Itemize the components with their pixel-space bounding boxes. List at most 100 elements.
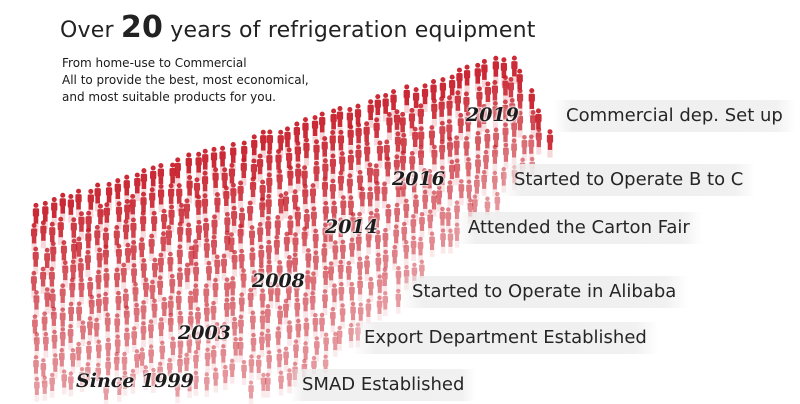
person-figure <box>516 68 523 98</box>
person-figure <box>265 215 272 244</box>
milestone-smad-established: SMAD Established <box>290 369 477 401</box>
person-figure <box>276 260 283 287</box>
person-figure <box>457 112 464 141</box>
person-figure <box>368 276 374 303</box>
person-figure <box>161 296 168 324</box>
person-figure <box>347 149 354 178</box>
person-figure <box>266 350 272 376</box>
person-figure <box>256 153 264 182</box>
person-figure <box>231 249 238 277</box>
person-figure <box>301 165 308 194</box>
person-figure <box>103 202 110 231</box>
person-figure <box>449 74 456 104</box>
person-figure <box>347 124 354 153</box>
person-figure <box>373 117 380 146</box>
person-figure <box>430 79 437 108</box>
person-figure <box>87 316 93 343</box>
person-figure <box>302 117 309 146</box>
person-figure <box>133 302 140 329</box>
person-figure <box>69 277 76 305</box>
person-figure <box>211 234 218 262</box>
headline-number: 20 <box>120 10 164 45</box>
intro-line-2: All to provide the best, most economical… <box>62 73 309 87</box>
person-figure <box>463 64 471 94</box>
person-figure <box>354 103 362 133</box>
person-figure <box>502 75 509 104</box>
person-figure <box>391 244 398 271</box>
person-figure <box>447 180 453 207</box>
person-figure <box>214 192 221 220</box>
person-figure <box>40 266 47 294</box>
person-figure <box>94 182 101 212</box>
person-figure <box>210 300 217 327</box>
person-figure <box>287 215 294 243</box>
person-figure <box>149 279 156 307</box>
person-figure <box>332 331 339 357</box>
person-figure <box>283 298 289 325</box>
person-figure <box>282 191 290 219</box>
person-figure <box>241 359 247 385</box>
person-figure <box>177 354 183 380</box>
person-figure <box>376 274 383 300</box>
person-figure <box>395 288 401 314</box>
person-figure <box>329 153 337 182</box>
person-figure <box>228 232 235 260</box>
person-figure <box>250 332 257 359</box>
person-figure <box>276 168 283 197</box>
person-figure <box>70 348 76 374</box>
person-figure <box>268 282 274 309</box>
person-figure <box>328 261 335 288</box>
milestone-b-to-c: Started to Operate B to C <box>502 164 756 196</box>
person-figure <box>123 174 130 204</box>
person-figure <box>283 231 290 259</box>
person-figure <box>240 157 247 186</box>
person-figure <box>366 162 373 190</box>
person-figure <box>438 96 445 125</box>
person-figure <box>40 358 47 384</box>
person-figure <box>385 203 392 231</box>
person-figure <box>447 228 454 254</box>
person-figure <box>408 107 416 136</box>
person-figure <box>431 190 437 217</box>
person-figure <box>148 319 154 346</box>
person-figure <box>124 242 131 271</box>
person-figure <box>509 98 516 126</box>
person-figure <box>166 357 173 384</box>
person-figure <box>237 180 244 209</box>
person-figure <box>78 277 85 305</box>
person-figure <box>273 234 280 262</box>
intro-line-1: From home-use to Commercial <box>62 56 247 70</box>
milestone-export-department: Export Department Established <box>352 322 659 354</box>
person-figure <box>365 228 372 255</box>
person-figure <box>390 89 397 118</box>
person-figure <box>382 249 389 276</box>
person-figure <box>484 81 491 110</box>
person-figure <box>113 351 120 378</box>
person-figure <box>195 194 202 223</box>
person-figure <box>264 304 271 330</box>
person-figure <box>439 77 447 106</box>
person-figure <box>84 249 91 278</box>
person-figure <box>41 375 48 401</box>
person-figure <box>357 275 363 302</box>
person-figure <box>440 228 446 254</box>
person-figure <box>134 349 140 375</box>
person-figure <box>286 255 293 282</box>
person-figure <box>302 292 309 319</box>
person-figure <box>465 157 472 184</box>
person-figure <box>186 175 193 204</box>
person-figure <box>336 325 343 351</box>
person-figure <box>203 302 210 329</box>
person-figure <box>232 337 239 363</box>
person-figure <box>204 347 211 373</box>
person-figure <box>62 260 69 288</box>
person-figure <box>33 332 40 359</box>
person-figure <box>115 243 122 272</box>
person-figure <box>295 318 302 345</box>
person-figure <box>412 87 420 116</box>
person-figure <box>187 311 194 338</box>
person-figure <box>278 370 284 396</box>
person-figure <box>59 192 66 222</box>
person-figure <box>304 270 311 297</box>
